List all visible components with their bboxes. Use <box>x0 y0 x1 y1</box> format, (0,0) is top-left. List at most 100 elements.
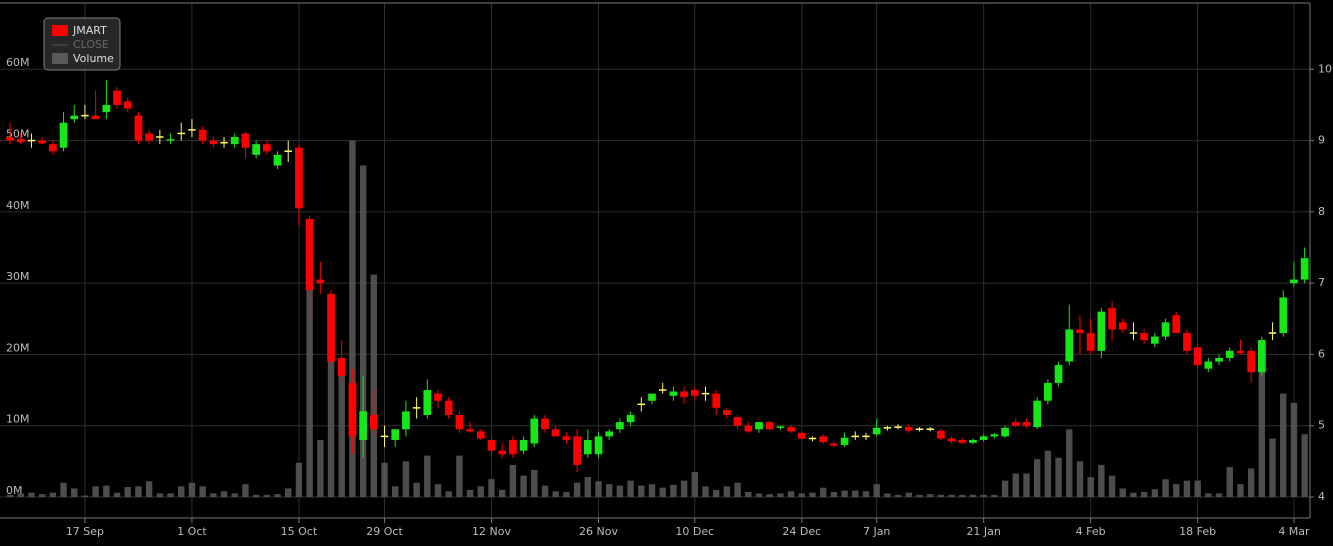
candle-body <box>1225 350 1234 358</box>
candle-body <box>455 415 464 430</box>
candle-body <box>252 144 260 155</box>
candle-body <box>316 279 325 284</box>
candle-body <box>787 427 795 432</box>
candle-body <box>1183 333 1191 351</box>
candle-body <box>241 133 250 148</box>
candle-body <box>113 90 121 105</box>
volume-bar <box>605 484 613 498</box>
volume-bar <box>445 491 452 498</box>
legend-swatch <box>52 25 68 36</box>
candle-body <box>797 432 806 439</box>
volume-bar <box>71 488 78 498</box>
x-tick-label: 24 Dec <box>782 525 821 538</box>
volume-bar <box>1087 477 1094 498</box>
candle-body <box>1097 311 1106 351</box>
volume-bar <box>884 493 891 498</box>
x-tick-label: 12 Nov <box>472 525 511 538</box>
volume-bar <box>231 493 238 498</box>
volume-bar <box>509 464 517 498</box>
volume-bar <box>1258 340 1266 498</box>
volume-bar <box>1108 475 1116 498</box>
volume-bar <box>712 489 720 498</box>
volume-bar <box>1044 450 1052 498</box>
volume-bar <box>28 492 35 498</box>
candle-body <box>91 115 100 120</box>
candle-body <box>123 101 132 109</box>
candle-body <box>38 140 46 144</box>
candle-body <box>1300 258 1309 280</box>
candle-body <box>209 140 218 145</box>
candle-body <box>1236 350 1245 353</box>
candle-body <box>872 427 881 435</box>
x-tick-label: 7 Jan <box>863 525 890 538</box>
x-tick-label: 29 Oct <box>366 525 403 538</box>
candle-body <box>1161 322 1170 337</box>
candle-body <box>733 417 742 426</box>
volume-bar <box>263 494 271 498</box>
candle-body <box>680 391 688 398</box>
candle-body <box>1140 333 1149 341</box>
volume-bar <box>584 477 592 498</box>
y-tick-label: 5 <box>1318 419 1325 432</box>
candle-body <box>958 439 967 443</box>
volume-bar <box>210 493 217 498</box>
y-tick-label: 8 <box>1318 205 1325 218</box>
candle-body <box>1065 329 1074 362</box>
candle-body <box>6 137 14 141</box>
volume-bar <box>659 487 666 498</box>
candle-body <box>59 122 68 148</box>
volume-bar <box>755 493 763 498</box>
legend-label: JMART <box>72 24 107 37</box>
volume-bar <box>766 494 773 498</box>
candle-body <box>1258 340 1266 373</box>
volume-bar <box>295 462 303 498</box>
volume-bar <box>434 484 442 498</box>
candle-body <box>102 104 111 113</box>
volume-bar <box>1280 393 1287 498</box>
volume-bar <box>1290 402 1298 498</box>
volume-bar <box>1215 493 1223 498</box>
candle-body <box>16 139 25 142</box>
volume-bar <box>402 461 410 498</box>
volume-bar <box>285 488 292 498</box>
candle-body <box>1151 336 1159 344</box>
candle-body <box>669 391 678 396</box>
volume-bar <box>916 494 923 498</box>
volume-bar <box>306 275 313 498</box>
candle-body <box>434 393 442 401</box>
candle-body <box>1076 329 1084 334</box>
x-tick-label: 15 Oct <box>281 525 318 538</box>
volume-bar <box>680 480 688 498</box>
volume-bar <box>819 487 827 498</box>
y-tick-label: 4 <box>1318 490 1325 503</box>
volume-bar <box>81 495 89 498</box>
volume-bar <box>1033 459 1041 498</box>
volume-bar <box>959 494 966 498</box>
x-tick-label: 1 Oct <box>177 525 207 538</box>
volume-bar <box>873 484 880 498</box>
y2-tick-label: 60M <box>6 56 30 69</box>
volume-bar <box>349 140 356 498</box>
candle-body <box>423 390 432 415</box>
candle-body <box>1204 361 1213 369</box>
candle-body <box>134 115 143 141</box>
volume-bar <box>17 493 24 498</box>
volume-bar <box>327 311 335 498</box>
volume-bar <box>552 491 559 498</box>
volume-bar <box>1237 484 1244 498</box>
candle-body <box>166 139 175 141</box>
candle-body <box>776 426 785 428</box>
volume-bar <box>926 494 934 498</box>
candle-body <box>1011 422 1020 426</box>
volume-bar <box>1066 429 1073 498</box>
candle-body <box>487 439 496 451</box>
y-tick-label: 9 <box>1318 134 1325 147</box>
candle-body <box>551 429 560 437</box>
volume-bar <box>381 462 388 498</box>
volume-bar <box>1119 488 1126 498</box>
volume-bar <box>1269 438 1276 498</box>
candle-body <box>1193 347 1202 366</box>
candle-body <box>712 393 721 408</box>
